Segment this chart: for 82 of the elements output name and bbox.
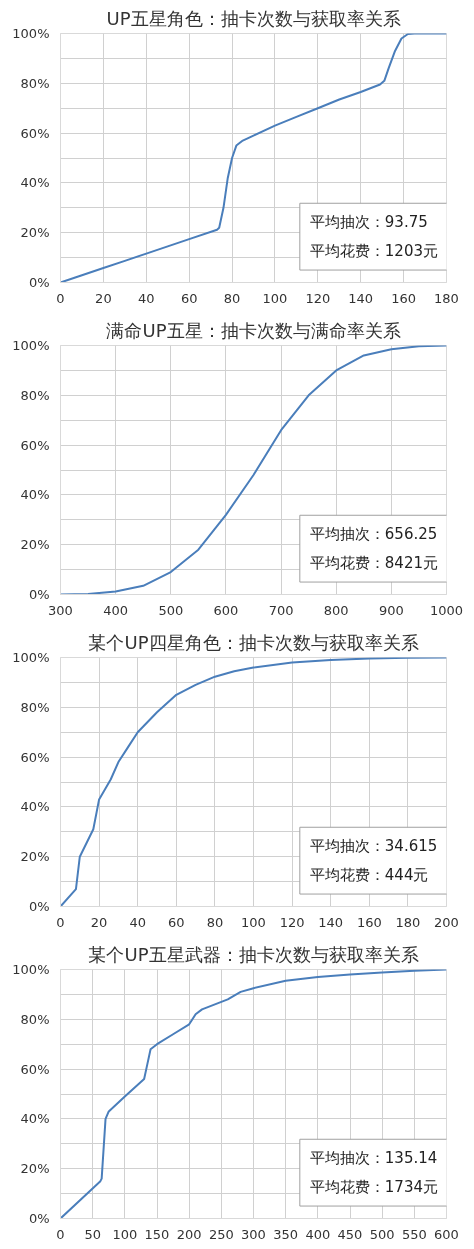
y-tick-label: 0% <box>28 1211 50 1226</box>
y-tick-label: 40% <box>20 487 50 503</box>
y-tick-label: 60% <box>20 437 50 453</box>
x-tick-label: 180 <box>395 914 421 930</box>
y-tick-label: 20% <box>20 537 50 553</box>
x-tick-label: 60 <box>180 290 198 306</box>
annotation: 平均抽次：34.615 <box>309 837 438 856</box>
chart-title: 某个UP五星武器：抽卡次数与获取率关系 <box>88 943 419 965</box>
y-tick-label: 80% <box>20 1011 50 1027</box>
x-tick-label: 700 <box>268 602 294 618</box>
x-tick-label: 0 <box>56 290 65 306</box>
y-tick-label: 100% <box>12 338 50 353</box>
line-series <box>60 657 447 907</box>
y-tick-label: 100% <box>12 650 50 665</box>
x-tick-label: 150 <box>144 1226 170 1242</box>
y-tick-label: 80% <box>20 387 50 403</box>
annotation: 平均花费：1203元 <box>309 242 439 261</box>
x-tick-label: 350 <box>273 1226 299 1242</box>
x-tick-label: 80 <box>206 914 224 930</box>
x-tick-label: 0 <box>56 914 65 930</box>
x-tick-label: 600 <box>213 602 239 618</box>
x-tick-label: 160 <box>391 290 417 306</box>
x-tick-label: 300 <box>48 602 73 618</box>
x-tick-label: 600 <box>434 1226 459 1242</box>
chart-title: 某个UP四星角色：抽卡次数与获取率关系 <box>88 631 419 653</box>
y-tick-label: 60% <box>20 1061 50 1077</box>
x-tick-label: 20 <box>95 290 112 306</box>
y-tick-label: 0% <box>28 899 50 914</box>
x-tick-label: 250 <box>208 1226 234 1242</box>
x-tick-label: 50 <box>84 1226 101 1242</box>
x-tick-label: 550 <box>401 1226 427 1242</box>
x-tick-label: 500 <box>158 602 184 618</box>
annotation: 平均花费：444元 <box>309 866 429 885</box>
y-tick-label: 100% <box>12 26 50 41</box>
y-tick-label: 0% <box>28 275 50 290</box>
y-tick-label: 60% <box>20 749 50 765</box>
x-tick-label: 1000 <box>429 602 464 618</box>
y-tick-label: 40% <box>20 1111 50 1127</box>
x-tick-label: 60 <box>168 914 185 930</box>
x-tick-label: 200 <box>176 1226 202 1242</box>
y-tick-label: 80% <box>20 75 50 91</box>
y-tick-label: 100% <box>12 962 50 977</box>
x-tick-label: 100 <box>262 290 288 306</box>
chart-title: UP五星角色：抽卡次数与获取率关系 <box>106 7 401 29</box>
annotation: 平均抽次：135.14 <box>309 1149 438 1168</box>
x-tick-label: 100 <box>241 914 266 930</box>
x-tick-label: 800 <box>323 602 349 618</box>
x-tick-label: 100 <box>112 1226 138 1242</box>
annotation: 平均抽次：656.25 <box>309 525 438 544</box>
x-tick-label: 300 <box>241 1226 266 1242</box>
y-tick-label: 20% <box>20 225 50 241</box>
x-tick-label: 400 <box>305 1226 331 1242</box>
annotation: 平均花费：1734元 <box>309 1178 439 1197</box>
y-tick-label: 20% <box>20 849 50 865</box>
x-tick-label: 140 <box>348 290 374 306</box>
x-tick-label: 0 <box>56 1226 65 1242</box>
x-tick-label: 120 <box>279 914 305 930</box>
x-tick-label: 140 <box>318 914 344 930</box>
x-tick-label: 450 <box>337 1226 363 1242</box>
y-tick-label: 60% <box>20 125 50 141</box>
x-tick-label: 20 <box>90 914 108 930</box>
line-series <box>60 345 447 595</box>
x-tick-label: 40 <box>138 290 155 306</box>
chart-title: 满命UP五星：抽卡次数与满命率关系 <box>106 319 401 341</box>
line-series <box>60 33 447 283</box>
annotation: 平均花费：8421元 <box>309 554 439 573</box>
x-tick-label: 200 <box>434 914 459 930</box>
x-tick-label: 40 <box>129 914 146 930</box>
x-tick-label: 900 <box>378 602 404 618</box>
x-tick-label: 160 <box>356 914 382 930</box>
x-tick-label: 80 <box>223 290 241 306</box>
y-tick-label: 80% <box>20 699 50 715</box>
line-series <box>60 969 447 1219</box>
y-tick-label: 40% <box>20 799 50 815</box>
x-tick-label: 180 <box>434 290 459 306</box>
y-tick-label: 20% <box>20 1161 50 1177</box>
y-tick-label: 40% <box>20 175 50 191</box>
y-tick-label: 0% <box>28 587 50 602</box>
annotation: 平均抽次：93.75 <box>309 213 428 232</box>
x-tick-label: 500 <box>369 1226 395 1242</box>
x-tick-label: 400 <box>103 602 129 618</box>
x-tick-label: 120 <box>305 290 331 306</box>
